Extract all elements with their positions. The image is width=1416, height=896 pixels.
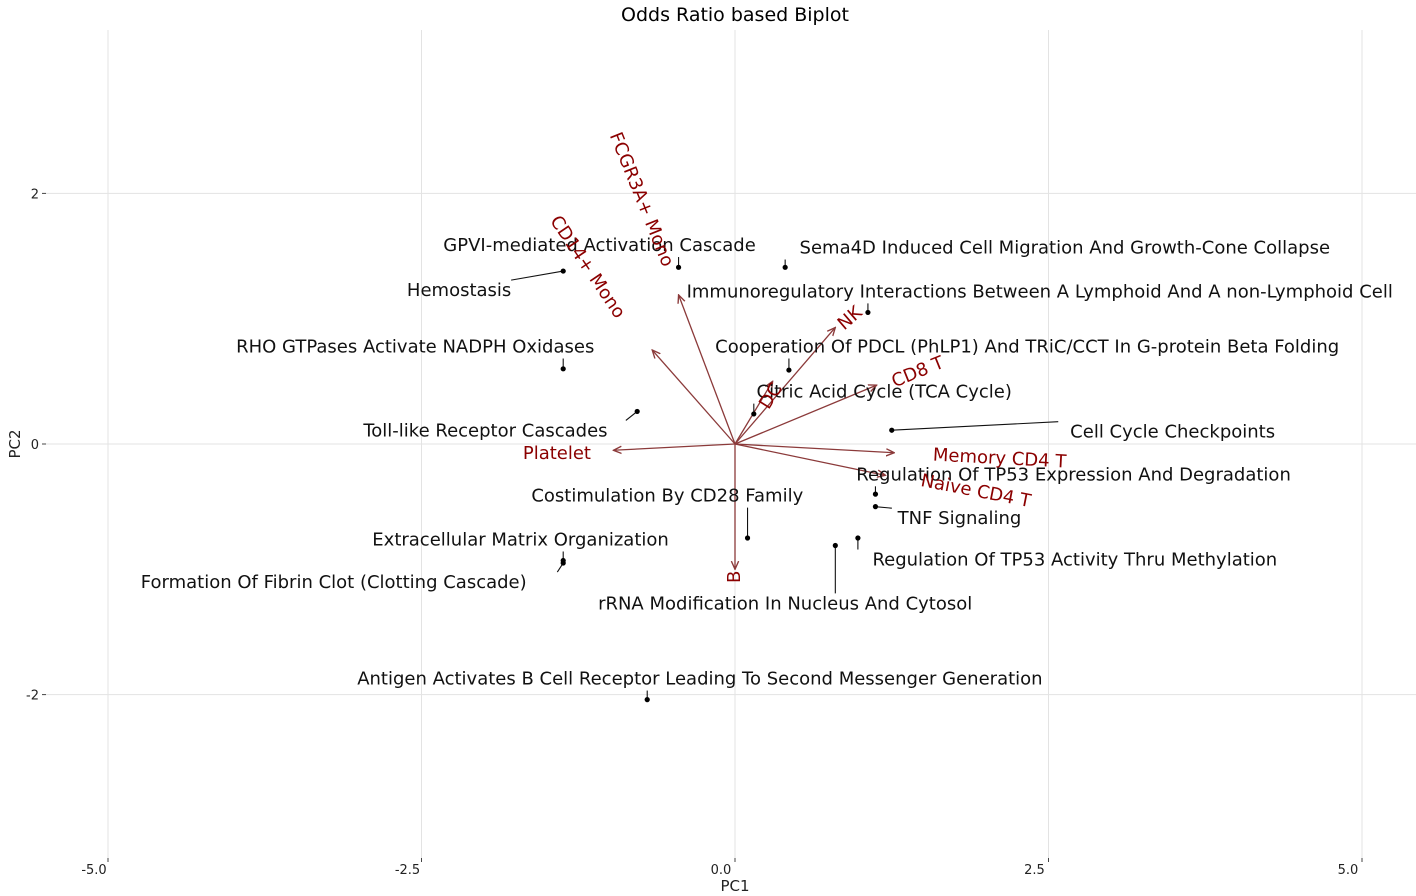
- point-label: Regulation Of TP53 Expression And Degrad…: [856, 464, 1291, 485]
- loading-arrow: [613, 443, 736, 450]
- point-label: Costimulation By CD28 Family: [531, 486, 803, 507]
- x-tick-label: 2.5: [1024, 863, 1045, 878]
- loading-arrows: [613, 295, 894, 569]
- loading-arrow: [652, 350, 736, 445]
- label-leader-line: [511, 270, 564, 281]
- x-tick-label: -5.0: [81, 863, 106, 878]
- data-point: [675, 264, 682, 270]
- point-label: Antigen Activates B Cell Receptor Leadin…: [357, 669, 1042, 690]
- loading-arrow: [734, 443, 885, 475]
- label-leader-line: [891, 421, 1059, 431]
- data-point: [560, 366, 566, 372]
- point-label: GPVI-mediated Activation Cascade: [443, 235, 756, 256]
- label-leader-line: [875, 506, 892, 509]
- point-label: Formation Of Fibrin Clot (Clotting Casca…: [141, 572, 527, 593]
- point-label: Regulation Of TP53 Activity Thru Methyla…: [872, 550, 1277, 571]
- y-axis-title: PC2: [6, 429, 24, 458]
- data-point: [751, 411, 757, 417]
- x-axis-title: PC1: [720, 877, 749, 895]
- x-tick-label: 0.0: [711, 863, 732, 878]
- data-point: [832, 542, 838, 549]
- data-point: [644, 697, 650, 703]
- point-label: Extracellular Matrix Organization: [372, 529, 669, 550]
- data-point: [855, 535, 861, 541]
- y-tick-label: -2: [26, 689, 39, 704]
- point-label: Hemostasis: [407, 280, 511, 301]
- data-point: [782, 264, 788, 270]
- loading-label: NK: [834, 301, 868, 334]
- point-label: RHO GTPases Activate NADPH Oxidases: [236, 337, 594, 358]
- loading-arrow: [734, 327, 835, 445]
- data-point: [889, 427, 895, 433]
- point-label: TNF Signaling: [897, 508, 1022, 529]
- point-label: Cell Cycle Checkpoints: [1070, 422, 1275, 443]
- loading-arrow: [734, 443, 894, 453]
- data-point: [872, 504, 879, 510]
- data-point: [560, 560, 566, 566]
- point-label: Toll-like Receptor Cascades: [362, 420, 607, 441]
- data-point: [560, 268, 566, 274]
- x-tick-label: -2.5: [395, 863, 420, 878]
- data-point: [872, 491, 879, 497]
- point-label: rRNA Modification In Nucleus And Cytosol: [598, 593, 972, 614]
- data-point: [786, 367, 792, 373]
- data-point: [634, 408, 640, 415]
- data-point: [865, 309, 871, 316]
- chart-title: Odds Ratio based Biplot: [621, 4, 849, 26]
- y-tick-label: 0: [31, 438, 39, 453]
- point-label: Cooperation Of PDCL (PhLP1) And TRiC/CCT…: [715, 337, 1339, 358]
- data-point: [744, 535, 751, 541]
- axis-ticks: -5.0 -2.5 0.0 2.5 5.0 2 0 -2: [26, 187, 1363, 878]
- loading-label: CD14+ Mono: [545, 212, 629, 322]
- point-label: Immunoregulatory Interactions Between A …: [687, 281, 1393, 302]
- data-points: [560, 264, 895, 703]
- loading-arrow: [734, 385, 877, 445]
- x-tick-label: 5.0: [1338, 863, 1359, 878]
- point-label: Citric Acid Cycle (TCA Cycle): [757, 382, 1012, 403]
- point-labels: GPVI-mediated Activation Cascade Sema4D I…: [141, 235, 1393, 690]
- y-tick-label: 2: [31, 187, 39, 202]
- point-label: Sema4D Induced Cell Migration And Growth…: [800, 238, 1331, 259]
- loading-label: Platelet: [523, 443, 591, 464]
- loading-label: B: [724, 571, 745, 583]
- loading-arrow: [679, 295, 736, 445]
